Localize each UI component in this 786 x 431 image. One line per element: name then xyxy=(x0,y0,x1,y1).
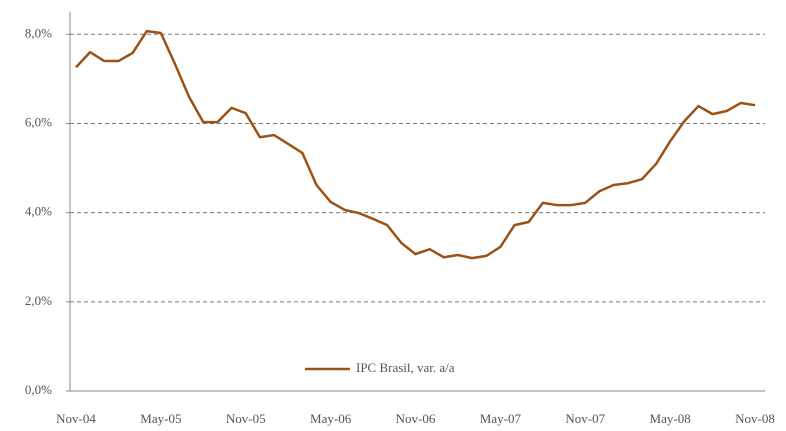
x-tick-label: Nov-06 xyxy=(396,411,436,426)
x-tick-label: Nov-08 xyxy=(735,411,775,426)
x-tick-label: Nov-07 xyxy=(565,411,605,426)
y-tick-label: 0,0% xyxy=(25,382,52,397)
x-tick-label: May-06 xyxy=(310,411,352,426)
legend-label: IPC Brasil, var. a/a xyxy=(356,360,455,375)
y-tick-label: 2,0% xyxy=(25,293,52,308)
x-tick-label: May-07 xyxy=(480,411,522,426)
x-tick-label: May-08 xyxy=(650,411,691,426)
x-tick-label: Nov-04 xyxy=(56,411,96,426)
x-tick-label: May-05 xyxy=(140,411,181,426)
x-tick-label: Nov-05 xyxy=(226,411,266,426)
y-tick-label: 6,0% xyxy=(25,114,52,129)
data-line xyxy=(75,29,756,260)
y-tick-label: 8,0% xyxy=(25,25,52,40)
y-tick-label: 4,0% xyxy=(25,204,52,219)
